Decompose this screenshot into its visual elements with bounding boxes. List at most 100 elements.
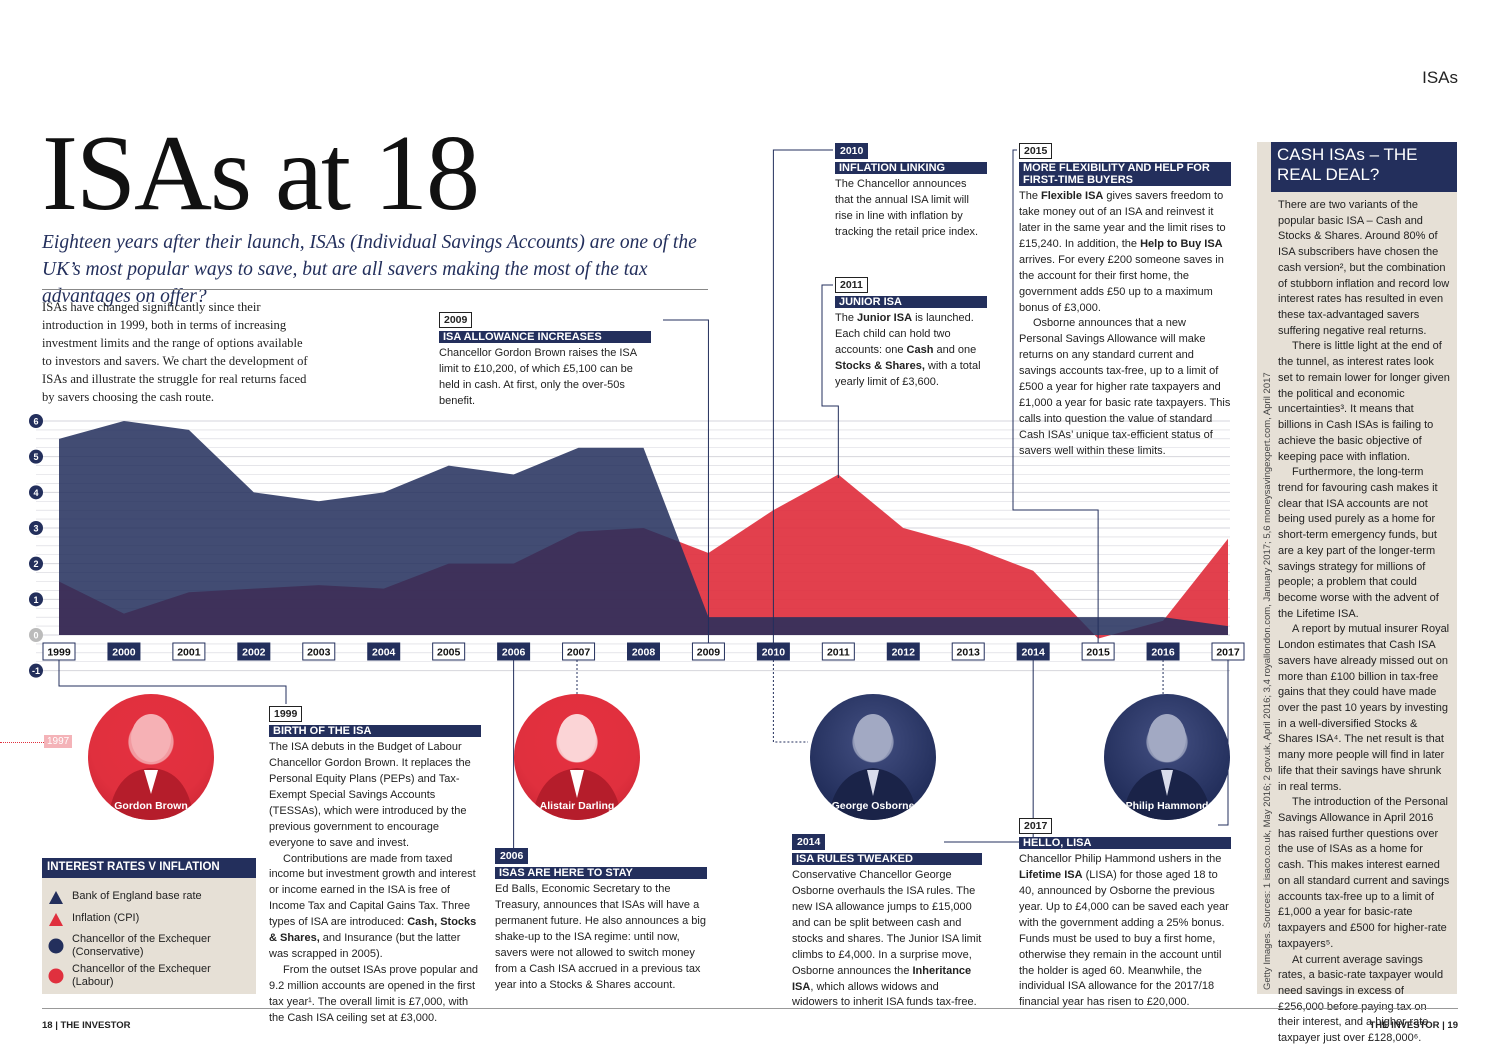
legend-item-inflation: Inflation (CPI) xyxy=(48,911,139,927)
x-tick-label: 2011 xyxy=(821,642,855,661)
x-tick-text: 2003 xyxy=(307,647,331,659)
year-badge: 2010 xyxy=(835,143,869,159)
y-tick-dot xyxy=(29,485,43,500)
x-tick-label: 2015 xyxy=(1081,642,1115,661)
photo-alistair-darling: Alistair Darling xyxy=(514,694,640,820)
page-title: ISAs at 18 xyxy=(42,114,480,233)
card-heading: HELLO, LISA xyxy=(1019,836,1231,849)
x-tick-label: 2000 xyxy=(107,642,141,661)
x-tick-label: 2002 xyxy=(237,642,271,661)
sources-credit: Getty Images. Sources: 1 isaco.co.uk, Ma… xyxy=(1262,372,1273,990)
person-name: George Osborne xyxy=(831,799,915,812)
y-tick-dot xyxy=(29,628,43,642)
sidebar-body: There are two variants of the popular ba… xyxy=(1278,198,1450,1047)
connector-line xyxy=(772,660,808,743)
y-tick-dot xyxy=(29,663,43,678)
year-badge: 2011 xyxy=(835,277,868,293)
x-tick-box xyxy=(107,642,141,661)
photo-george-osborne: George Osborne xyxy=(810,694,936,820)
y-tick-label: 2 xyxy=(29,556,43,571)
y-tick-text: 4 xyxy=(33,488,38,498)
x-tick-label: 2004 xyxy=(367,642,401,661)
y-tick-label: 3 xyxy=(29,521,43,535)
x-tick-box xyxy=(1146,642,1180,661)
navy-triangle-icon xyxy=(49,891,63,904)
x-tick-text: 2013 xyxy=(957,647,981,659)
x-tick-text: 2011 xyxy=(827,647,850,659)
connector-line xyxy=(1218,660,1229,826)
x-tick-text: 2005 xyxy=(437,647,461,659)
card-1999: 1999 BIRTH OF THE ISA The ISA debuts in … xyxy=(269,706,481,1027)
x-tick-label: 2006 xyxy=(497,642,531,661)
card-2009: 2009 ISA ALLOWANCE INCREASES Chancellor … xyxy=(439,312,651,410)
person-name: Philip Hammond xyxy=(1125,799,1209,812)
y-tick-dot xyxy=(29,592,43,607)
connector-line xyxy=(772,149,833,643)
connector-line xyxy=(821,284,839,478)
sidebar-paragraph: There is little light at the end of the … xyxy=(1278,340,1450,463)
x-tick-label: 2009 xyxy=(691,642,725,661)
y-tick-text: -1 xyxy=(32,666,40,676)
title-rule xyxy=(42,289,708,290)
x-tick-label: 2012 xyxy=(886,642,920,661)
card-text: Ed Balls, Economic Secretary to the Trea… xyxy=(495,882,706,991)
year-badge: 2006 xyxy=(495,848,529,864)
x-tick-text: 2002 xyxy=(242,647,266,659)
intro-text: ISAs have changed significantly since th… xyxy=(42,300,308,404)
x-tick-box xyxy=(42,642,76,661)
card-text: The Flexible ISA gives savers freedom to… xyxy=(1019,189,1226,314)
x-tick-box xyxy=(302,642,336,661)
x-tick-label: 2017 xyxy=(1211,642,1245,661)
x-tick-label: 2008 xyxy=(627,642,660,661)
x-tick-box xyxy=(497,642,531,661)
chart-areas xyxy=(59,421,1228,639)
connector-line xyxy=(944,660,1034,843)
card-text: From the outset ISAs prove popular and 9… xyxy=(269,964,479,1024)
y-tick-text: 0 xyxy=(33,631,38,641)
red-triangle-icon xyxy=(49,913,63,926)
sidebar-box xyxy=(1257,142,1457,994)
person-name: Alistair Darling xyxy=(539,799,615,812)
x-tick-box xyxy=(886,642,920,661)
base-rate-area xyxy=(59,421,1228,635)
x-tick-box xyxy=(691,642,725,661)
y-tick-dot xyxy=(29,521,43,535)
card-2014: 2014 ISA RULES TWEAKED Conservative Chan… xyxy=(792,834,982,1011)
navy-circle-icon xyxy=(48,938,64,954)
year-badge: 2014 xyxy=(792,834,826,850)
card-heading: JUNIOR ISA xyxy=(835,295,987,308)
card-heading: INFLATION LINKING xyxy=(835,161,987,174)
y-tick-label: 4 xyxy=(29,485,43,500)
x-tick-text: 1999 xyxy=(47,647,71,659)
card-heading: ISA RULES TWEAKED xyxy=(792,852,982,865)
x-tick-box xyxy=(1081,642,1115,661)
y-tick-label: 1 xyxy=(29,592,43,607)
x-tick-label: 2010 xyxy=(756,642,790,661)
marker-1997 xyxy=(0,742,48,743)
x-tick-text: 2015 xyxy=(1086,647,1110,659)
connector-line xyxy=(1012,149,1099,643)
sidebar-paragraph: A report by mutual insurer Royal London … xyxy=(1278,623,1450,793)
x-tick-label: 2016 xyxy=(1146,642,1180,661)
x-tick-text: 2008 xyxy=(632,647,656,659)
y-tick-label: -1 xyxy=(29,663,43,678)
year-badge: 2015 xyxy=(1019,143,1053,159)
photo-gordon-brown: Gordon Brown xyxy=(88,694,214,820)
x-tick-label: 2013 xyxy=(951,642,985,661)
card-text: The Chancellor announces that the annual… xyxy=(835,177,979,238)
year-badge: 2017 xyxy=(1019,818,1053,834)
card-heading: ISA ALLOWANCE INCREASES xyxy=(439,330,651,343)
legend-item-conservative: Chancellor of the Exchequer (Conservativ… xyxy=(48,933,232,959)
card-text: The Junior ISA is launched. Each child c… xyxy=(835,311,981,388)
card-text: Chancellor Gordon Brown raises the ISA l… xyxy=(439,346,637,407)
y-tick-text: 2 xyxy=(33,559,38,569)
x-tick-box xyxy=(1016,642,1050,661)
x-tick-box xyxy=(951,642,985,661)
legend-title: INTEREST RATES V INFLATION xyxy=(42,858,256,878)
card-heading: ISAs ARE HERE TO STAY xyxy=(495,866,707,879)
year-badge: 2009 xyxy=(439,312,473,328)
card-text: The ISA debuts in the Budget of Labour C… xyxy=(269,740,471,849)
x-tick-label: 2007 xyxy=(562,642,596,661)
card-heading: MORE FLEXIBILITY AND HELP FOR FIRST-TIME… xyxy=(1019,161,1231,186)
rates-chart: -1 0 1 2 3 4 5 6 1999 2000 2001 2002 2003 2004 2005 20… xyxy=(29,149,1245,848)
